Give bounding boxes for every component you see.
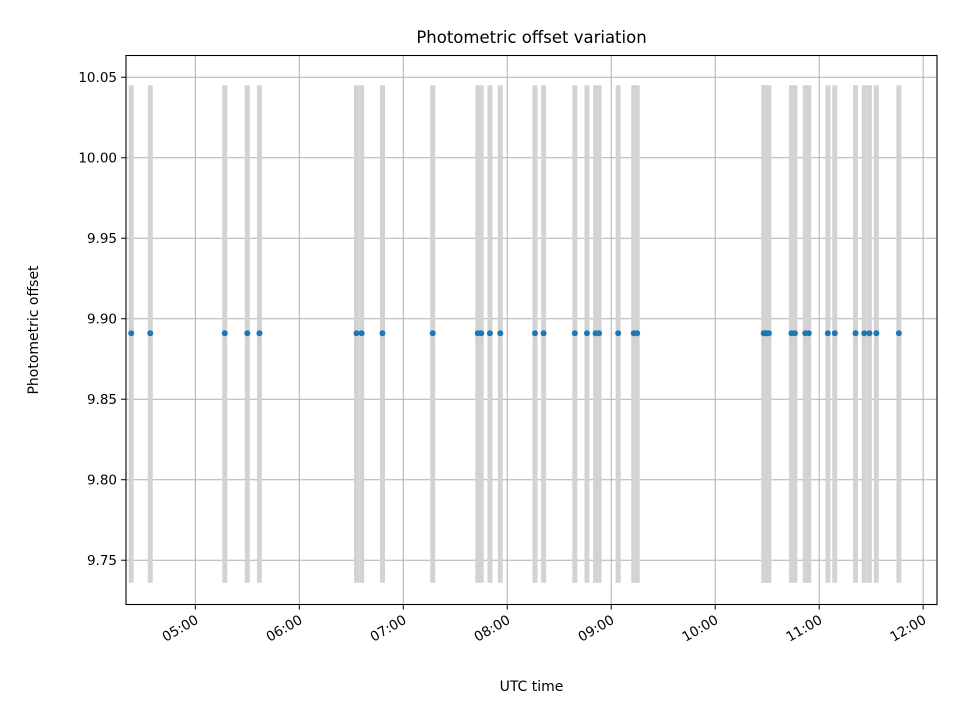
data-point xyxy=(244,330,251,337)
data-point xyxy=(379,330,386,337)
y-tick-label: 10.00 xyxy=(78,151,117,167)
data-point xyxy=(852,330,859,337)
data-point xyxy=(429,330,436,337)
data-points xyxy=(128,330,902,337)
data-point xyxy=(765,330,772,337)
y-tick-label: 9.95 xyxy=(87,231,117,247)
data-point xyxy=(861,330,868,337)
y-tick-label: 9.85 xyxy=(87,392,117,408)
data-point xyxy=(866,330,873,337)
plot-frame xyxy=(125,54,938,606)
y-tick-label: 9.80 xyxy=(87,473,117,489)
data-point xyxy=(353,330,360,337)
x-axis-label: UTC time xyxy=(500,679,564,695)
data-point xyxy=(478,330,485,337)
data-point xyxy=(571,330,578,337)
data-point xyxy=(831,330,838,337)
y-axis-label: Photometric offset xyxy=(26,265,42,395)
data-point xyxy=(615,330,622,337)
data-point xyxy=(895,330,902,337)
data-point xyxy=(540,330,547,337)
y-axis: 9.75 9.80 9.85 9.90 9.95 10.00 10.05 xyxy=(78,70,126,569)
data-point xyxy=(128,330,135,337)
chart-title: Photometric offset variation xyxy=(416,28,646,47)
data-point xyxy=(497,330,504,337)
data-point xyxy=(805,330,812,337)
y-tick-label: 9.90 xyxy=(87,312,117,328)
y-tick-label: 9.75 xyxy=(87,553,117,569)
data-point xyxy=(596,330,603,337)
data-point xyxy=(358,330,365,337)
data-point xyxy=(634,330,641,337)
data-point xyxy=(583,330,590,337)
data-point xyxy=(531,330,538,337)
data-point xyxy=(824,330,831,337)
data-point xyxy=(147,330,154,337)
data-point xyxy=(256,330,263,337)
y-tick-label: 10.05 xyxy=(78,70,117,86)
data-point xyxy=(791,330,798,337)
data-point xyxy=(221,330,228,337)
data-point xyxy=(486,330,493,337)
data-point xyxy=(873,330,880,337)
